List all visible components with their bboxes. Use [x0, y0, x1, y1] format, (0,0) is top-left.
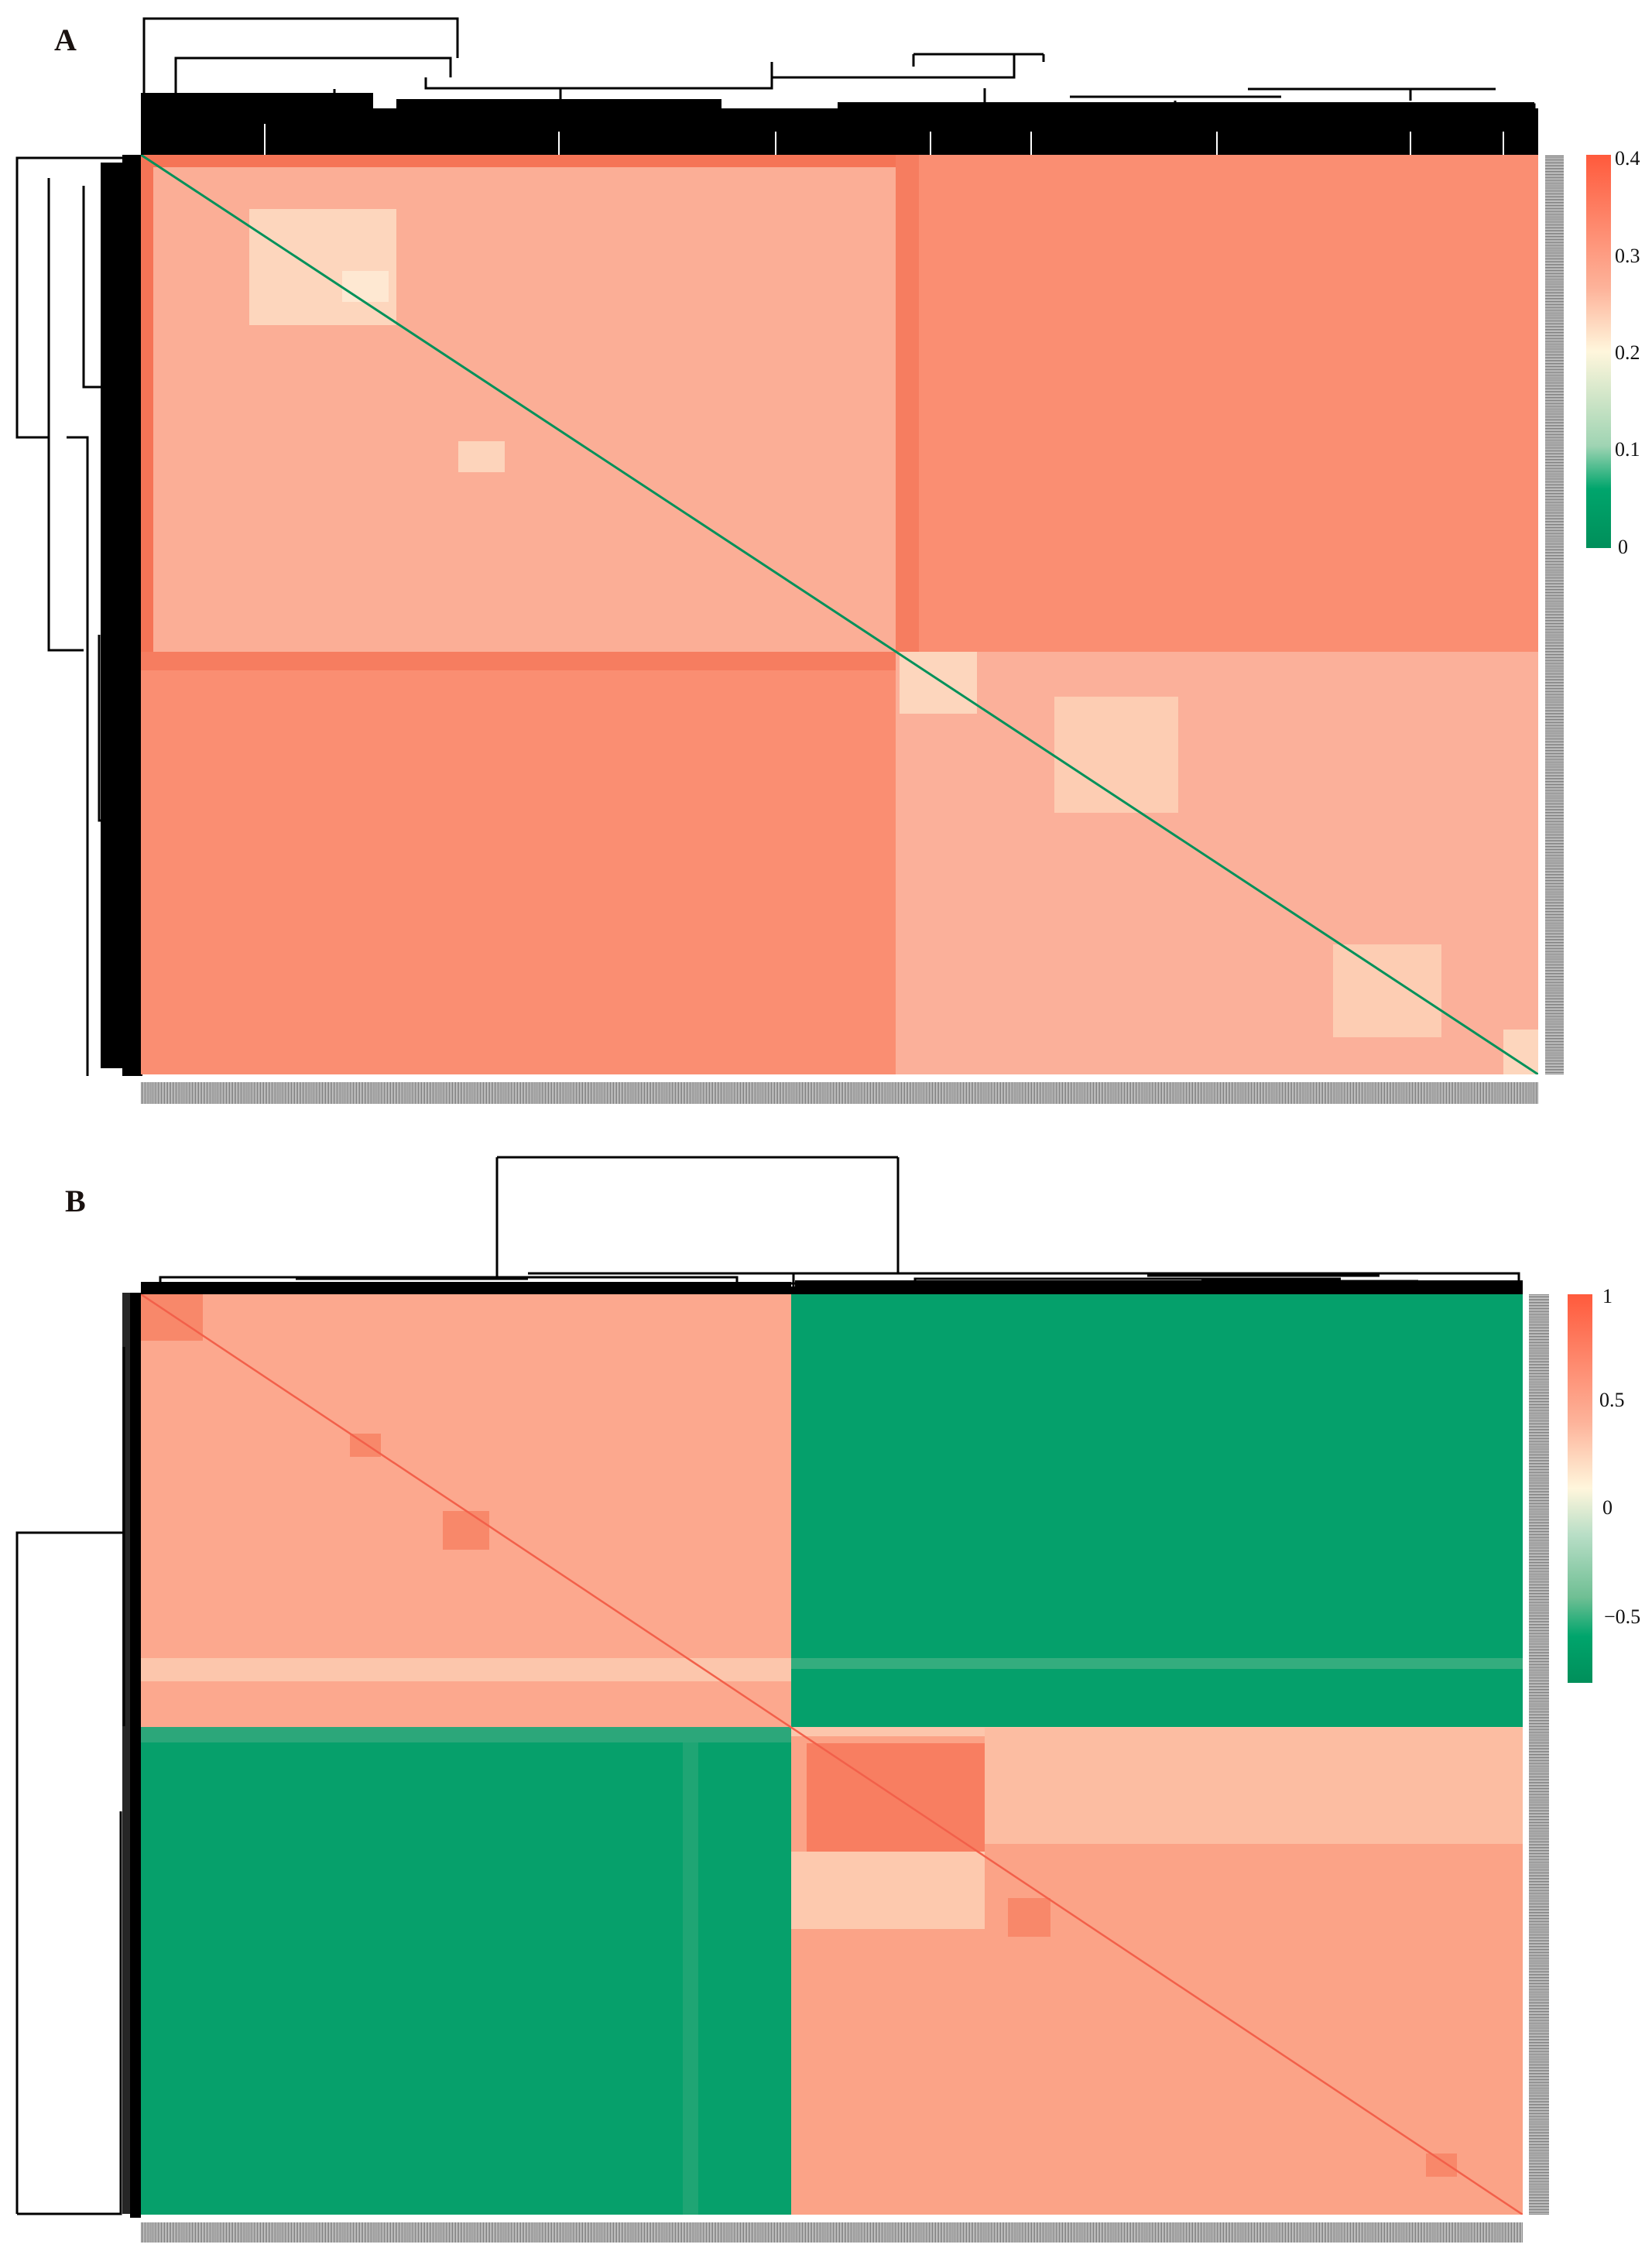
panel-a-row-labels	[1545, 155, 1564, 1074]
panel-a-column-dendrogram	[141, 17, 1538, 156]
panel-b-colorbar-tick: 0.5	[1599, 1389, 1625, 1411]
panel-b-colorbar-tick: 1	[1602, 1285, 1613, 1307]
panel-a-column-labels	[141, 1082, 1538, 1104]
panel-a-colorbar	[1586, 155, 1611, 548]
panel-a-colorbar-tick: 0.4	[1615, 147, 1640, 170]
panel-a-row-dendrogram	[15, 155, 142, 1076]
panel-b-colorbar-tick: 0	[1602, 1496, 1613, 1519]
panel-b-colorbar	[1568, 1294, 1592, 1683]
panel-b-label: B	[65, 1184, 86, 1218]
panel-b-column-labels	[141, 2222, 1523, 2243]
panel-b-diagonal	[141, 1294, 1523, 2215]
panel-a-colorbar-tick: 0.2	[1615, 341, 1640, 364]
panel-a-heatmap	[141, 155, 1538, 1074]
panel-a-diagonal	[141, 155, 1538, 1074]
panel-a-colorbar-tick: 0.3	[1615, 245, 1640, 267]
panel-b-row-dendrogram	[15, 1293, 141, 2218]
panel-b-colorbar-tick: −0.5	[1604, 1605, 1641, 1628]
panel-b-row-labels	[1529, 1294, 1549, 2215]
panel-a-colorbar-tick: 0.1	[1615, 438, 1640, 461]
panel-b-column-dendrogram	[141, 1156, 1523, 1297]
panel-b-heatmap	[141, 1294, 1523, 2215]
panel-a-label: A	[54, 22, 77, 57]
panel-a-colorbar-tick: 0	[1618, 536, 1628, 558]
